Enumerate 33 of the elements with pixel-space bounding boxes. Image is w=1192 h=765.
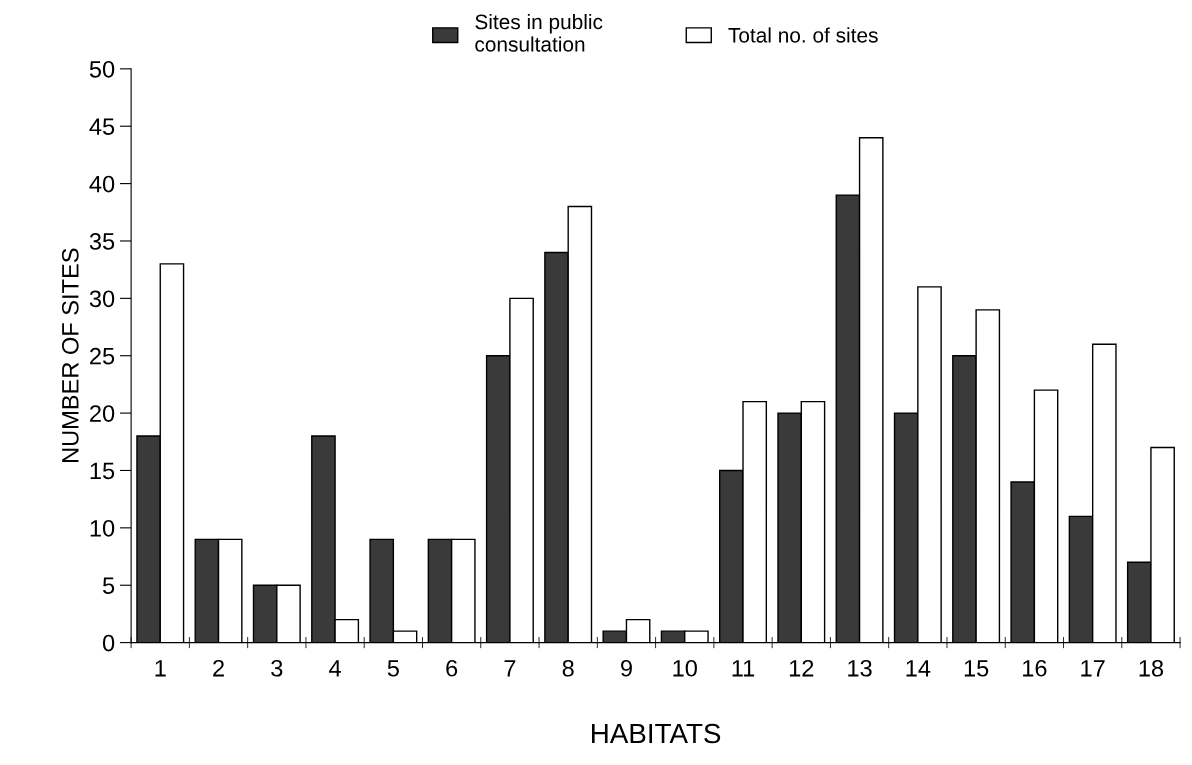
y-axis-title: NUMBER OF SITES — [61, 248, 79, 463]
y-tick-label: 35 — [89, 233, 115, 250]
x-tick-label: 16 — [1023, 659, 1047, 677]
y-tick-label: 50 — [89, 60, 115, 78]
y-tick-label: 15 — [90, 462, 115, 480]
x-tick-label: 4 — [329, 660, 341, 677]
legend-label: Sites in public consultation — [475, 13, 603, 52]
x-tick-label: 10 — [673, 659, 697, 677]
y-tick-label: 20 — [90, 405, 115, 422]
x-tick-label: 5 — [387, 660, 399, 677]
x-tick-label: 7 — [504, 660, 516, 677]
x-tick-label: 6 — [446, 659, 458, 677]
x-tick-label: 3 — [271, 659, 283, 677]
x-tick-label: 18 — [1139, 659, 1164, 677]
y-tick-label: 25 — [90, 347, 115, 365]
y-tick-label: 40 — [89, 175, 115, 193]
x-tick-label: 13 — [848, 659, 872, 677]
x-tick-label: 2 — [213, 659, 224, 677]
x-axis-title: HABITATS — [592, 723, 721, 744]
x-tick-label: 1 — [155, 660, 166, 677]
x-tick-label: 12 — [789, 659, 814, 677]
y-tick-label: 30 — [89, 290, 115, 308]
y-tick-label: 45 — [89, 118, 115, 136]
x-tick-label: 17 — [1081, 660, 1105, 677]
x-tick-label: 14 — [906, 660, 931, 677]
x-tick-label: 11 — [732, 660, 755, 677]
y-tick-label: 5 — [102, 577, 115, 595]
legend-label: Total no. of sites — [728, 27, 878, 43]
x-tick-label: 8 — [562, 659, 574, 677]
x-tick-label: 15 — [964, 660, 989, 677]
y-tick-label: 0 — [102, 634, 115, 652]
y-tick-label: 10 — [90, 519, 115, 537]
x-tick-label: 9 — [621, 659, 632, 677]
